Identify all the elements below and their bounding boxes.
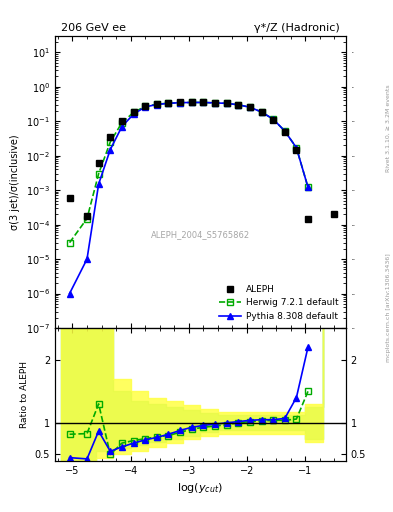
Herwig 7.2.1 default — [306, 184, 310, 190]
ALEPH — [306, 216, 310, 222]
Pythia 8.308 default — [259, 109, 264, 115]
Pythia 8.308 default — [294, 145, 299, 151]
Pythia 8.308 default — [154, 101, 159, 108]
Herwig 7.2.1 default — [67, 240, 72, 246]
Pythia 8.308 default — [131, 111, 136, 117]
ALEPH — [178, 99, 182, 105]
Line: Pythia 8.308 default: Pythia 8.308 default — [67, 100, 311, 296]
Herwig 7.2.1 default — [189, 99, 194, 105]
Herwig 7.2.1 default — [201, 99, 206, 105]
Pythia 8.308 default — [236, 102, 241, 108]
Herwig 7.2.1 default — [119, 120, 124, 126]
ALEPH — [271, 117, 275, 123]
ALEPH — [283, 129, 287, 135]
Text: γ*/Z (Hadronic): γ*/Z (Hadronic) — [254, 23, 340, 33]
Herwig 7.2.1 default — [96, 170, 101, 177]
ALEPH — [213, 100, 217, 106]
Herwig 7.2.1 default — [271, 116, 275, 122]
Herwig 7.2.1 default — [166, 100, 171, 106]
Y-axis label: Ratio to ALEPH: Ratio to ALEPH — [20, 361, 29, 428]
ALEPH — [166, 100, 171, 106]
Pythia 8.308 default — [283, 128, 287, 134]
Herwig 7.2.1 default — [248, 104, 252, 110]
Pythia 8.308 default — [189, 99, 194, 105]
Herwig 7.2.1 default — [283, 128, 287, 134]
Pythia 8.308 default — [96, 181, 101, 187]
ALEPH — [154, 101, 159, 107]
ALEPH — [201, 99, 206, 105]
Herwig 7.2.1 default — [178, 100, 182, 106]
ALEPH — [259, 110, 264, 116]
Pythia 8.308 default — [224, 100, 229, 106]
Pythia 8.308 default — [84, 256, 89, 262]
Herwig 7.2.1 default — [236, 102, 241, 108]
Herwig 7.2.1 default — [259, 109, 264, 115]
Pythia 8.308 default — [306, 184, 310, 190]
ALEPH — [189, 99, 194, 105]
Pythia 8.308 default — [108, 146, 113, 153]
Line: Herwig 7.2.1 default: Herwig 7.2.1 default — [67, 100, 311, 245]
Legend: ALEPH, Herwig 7.2.1 default, Pythia 8.308 default: ALEPH, Herwig 7.2.1 default, Pythia 8.30… — [216, 282, 342, 324]
Herwig 7.2.1 default — [154, 101, 159, 108]
Herwig 7.2.1 default — [143, 103, 147, 110]
Pythia 8.308 default — [166, 100, 171, 106]
Text: Rivet 3.1.10, ≥ 3.2M events: Rivet 3.1.10, ≥ 3.2M events — [386, 84, 391, 172]
Pythia 8.308 default — [178, 100, 182, 106]
ALEPH — [131, 109, 136, 115]
Y-axis label: σ(3 jet)/σ(inclusive): σ(3 jet)/σ(inclusive) — [10, 134, 20, 230]
ALEPH — [143, 103, 147, 109]
ALEPH — [119, 118, 124, 124]
ALEPH — [67, 195, 72, 201]
ALEPH — [248, 104, 252, 111]
Text: ALEPH_2004_S5765862: ALEPH_2004_S5765862 — [151, 230, 250, 239]
Herwig 7.2.1 default — [84, 216, 89, 222]
X-axis label: log($y_{cut}$): log($y_{cut}$) — [178, 481, 223, 495]
Pythia 8.308 default — [271, 116, 275, 122]
ALEPH — [84, 213, 89, 219]
Herwig 7.2.1 default — [224, 100, 229, 106]
Text: 206 GeV ee: 206 GeV ee — [61, 23, 126, 33]
Pythia 8.308 default — [143, 104, 147, 110]
Pythia 8.308 default — [248, 104, 252, 110]
ALEPH — [332, 211, 336, 217]
Text: mcplots.cern.ch [arXiv:1306.3436]: mcplots.cern.ch [arXiv:1306.3436] — [386, 253, 391, 361]
ALEPH — [294, 146, 299, 153]
Pythia 8.308 default — [201, 99, 206, 105]
Herwig 7.2.1 default — [131, 110, 136, 116]
ALEPH — [108, 134, 113, 140]
Herwig 7.2.1 default — [294, 145, 299, 151]
Herwig 7.2.1 default — [108, 139, 113, 145]
Herwig 7.2.1 default — [213, 100, 217, 106]
Pythia 8.308 default — [213, 100, 217, 106]
ALEPH — [236, 102, 241, 108]
Line: ALEPH: ALEPH — [67, 100, 337, 221]
ALEPH — [96, 160, 101, 166]
Pythia 8.308 default — [67, 290, 72, 296]
ALEPH — [224, 100, 229, 106]
Pythia 8.308 default — [119, 123, 124, 130]
